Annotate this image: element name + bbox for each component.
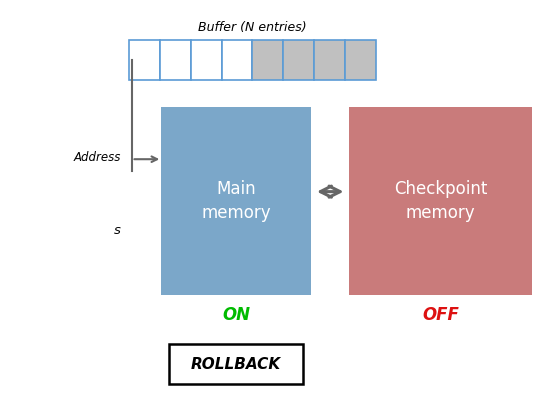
- Text: Checkpoint
memory: Checkpoint memory: [394, 180, 487, 222]
- Bar: [345, 40, 376, 80]
- Text: Main
memory: Main memory: [201, 180, 271, 222]
- Bar: [252, 40, 284, 80]
- FancyBboxPatch shape: [169, 344, 303, 384]
- Text: ON: ON: [222, 306, 250, 324]
- Text: Address: Address: [74, 151, 121, 164]
- Text: OFF: OFF: [422, 306, 459, 324]
- Bar: [161, 107, 311, 295]
- Bar: [284, 40, 314, 80]
- Bar: [221, 40, 252, 80]
- Bar: [160, 40, 191, 80]
- Text: ROLLBACK: ROLLBACK: [191, 357, 281, 372]
- Text: Buffer (N entries): Buffer (N entries): [198, 21, 307, 34]
- Bar: [129, 40, 160, 80]
- Bar: [191, 40, 221, 80]
- Bar: [349, 107, 532, 295]
- Bar: [314, 40, 345, 80]
- Text: s: s: [114, 224, 121, 237]
